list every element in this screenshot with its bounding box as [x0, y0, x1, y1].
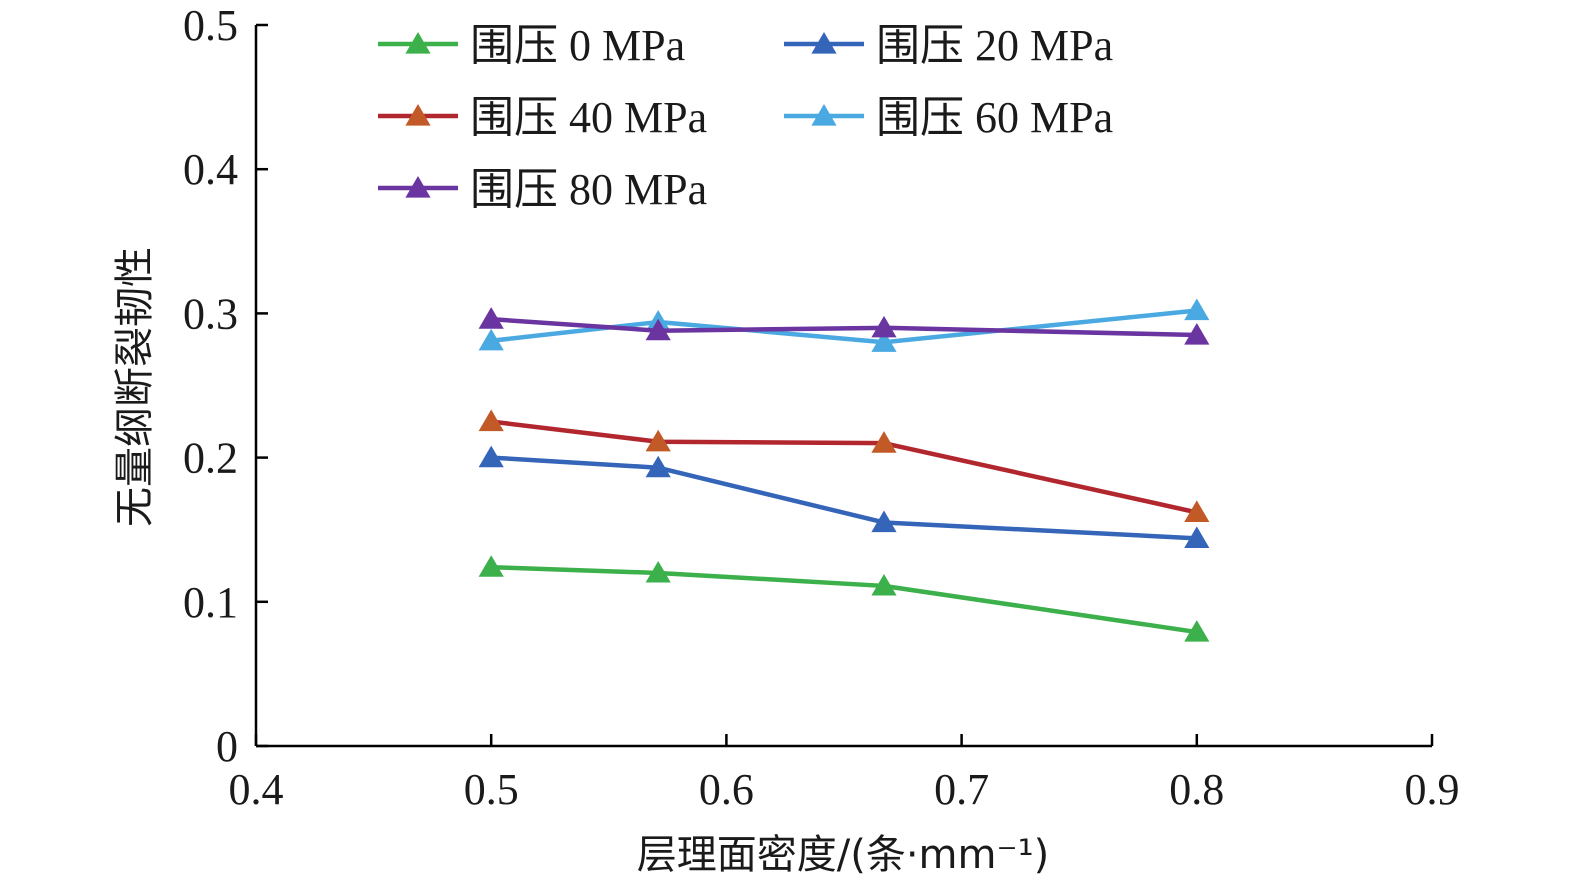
legend-marker: [405, 32, 431, 54]
data-point: [645, 429, 671, 452]
series-2: [478, 409, 1210, 522]
data-point: [1184, 526, 1210, 548]
legend-item: 围压 80 MPa: [378, 165, 707, 214]
x-tick-label: 0.5: [464, 765, 519, 814]
legend-marker: [811, 104, 837, 126]
plot-area: 0 0.1 0.2 0.3 0.4 0.5 0.4 0.5 0.6 0.7 0.8 0.9: [183, 1, 1460, 814]
x-axis-title: 层理面密度/(条·mm⁻¹): [637, 832, 1049, 878]
y-axis-title: 无量纲断裂韧性: [112, 247, 158, 527]
series-line: [491, 316, 1197, 338]
legend: 围压 0 MPa 围压 20 MPa 围压 40 MPa 围压 60 MPa 围压 80…: [378, 21, 1113, 214]
data-point: [871, 510, 897, 533]
legend-label: 围压 60 MPa: [876, 93, 1113, 142]
data-point: [478, 328, 504, 351]
legend-label: 围压 40 MPa: [470, 93, 707, 142]
legend-item: 围压 0 MPa: [378, 21, 685, 70]
data-point: [1184, 298, 1210, 321]
data-point: [871, 330, 897, 352]
legend-item: 围压 60 MPa: [784, 93, 1113, 142]
x-tick-label: 0.6: [699, 765, 754, 814]
legend-marker: [405, 176, 431, 198]
series-line: [490, 419, 1198, 515]
data-point: [478, 445, 504, 468]
series-0: [478, 555, 1210, 642]
series-line: [490, 308, 1198, 345]
y-tick-label: 0.2: [183, 434, 238, 483]
data-point: [645, 455, 671, 478]
x-tick-label: 0.4: [229, 765, 284, 814]
data-point: [645, 318, 671, 341]
legend-item: 围压 40 MPa: [378, 93, 707, 142]
series-4: [478, 307, 1210, 345]
series-layer: [478, 298, 1210, 642]
data-point: [478, 555, 504, 577]
data-point: [1184, 500, 1210, 522]
data-point: [645, 560, 671, 583]
data-point: [871, 573, 897, 596]
y-tick-label: 0: [216, 722, 238, 771]
series-line: [491, 564, 1198, 635]
legend-label: 围压 0 MPa: [470, 21, 685, 70]
legend-marker: [405, 104, 431, 126]
data-point: [1184, 620, 1210, 642]
y-tick-label: 0.1: [183, 578, 238, 627]
x-tick-label: 0.7: [934, 765, 989, 814]
series-3: [478, 298, 1210, 352]
data-point: [871, 315, 897, 338]
legend-marker: [811, 32, 837, 54]
series-1: [478, 445, 1210, 548]
legend-label: 围压 80 MPa: [470, 165, 707, 214]
data-point: [478, 409, 504, 432]
y-tick-label: 0.4: [183, 145, 238, 194]
legend-item: 围压 20 MPa: [784, 21, 1113, 70]
data-point: [1184, 323, 1210, 345]
y-tick-label: 0.5: [183, 1, 238, 50]
y-tick-label: 0.3: [183, 289, 238, 338]
series-line: [491, 455, 1197, 541]
x-tick-label: 0.9: [1405, 765, 1460, 814]
data-point: [478, 307, 504, 329]
legend-label: 围压 20 MPa: [876, 21, 1113, 70]
data-point: [871, 431, 897, 453]
x-tick-label: 0.8: [1169, 765, 1224, 814]
